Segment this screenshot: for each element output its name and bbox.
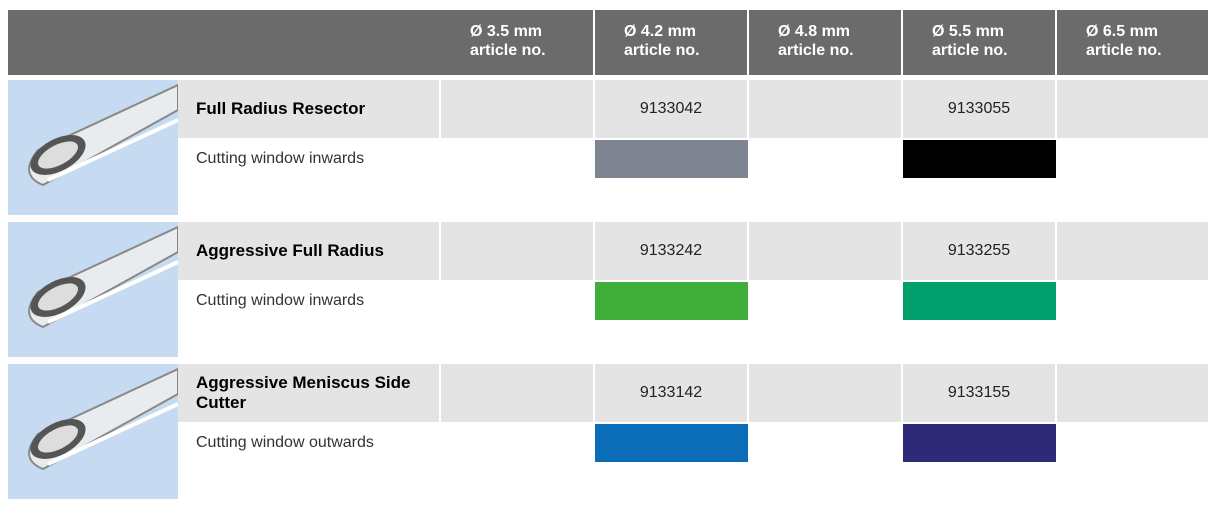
column-diameter: Ø 5.5 mm [932, 23, 1056, 41]
product-description: Cutting window outwards [196, 434, 436, 452]
column-label: article no. [778, 42, 902, 60]
color-swatch [595, 424, 748, 462]
product-image [8, 80, 178, 215]
column-divider [747, 10, 749, 75]
product-description: Cutting window inwards [196, 292, 436, 310]
article-number: 9133055 [902, 80, 1056, 138]
column-divider [439, 80, 441, 138]
column-divider [747, 222, 749, 280]
column-label: article no. [932, 42, 1056, 60]
product-name: Aggressive Meniscus Side Cutter [196, 364, 426, 422]
column-divider [439, 364, 441, 422]
product-image [8, 222, 178, 357]
column-diameter: Ø 4.8 mm [778, 23, 902, 41]
column-diameter: Ø 3.5 mm [470, 23, 594, 41]
product-image [8, 364, 178, 499]
color-swatch [903, 282, 1056, 320]
article-number: 9133142 [594, 364, 748, 422]
column-divider [1055, 10, 1057, 75]
product-table: Ø 3.5 mmarticle no.Ø 4.2 mmarticle no.Ø … [0, 0, 1208, 515]
article-number: 9133155 [902, 364, 1056, 422]
instrument-illustration [8, 222, 178, 357]
column-divider [1055, 80, 1057, 138]
column-diameter: Ø 6.5 mm [1086, 23, 1208, 41]
column-divider [747, 364, 749, 422]
column-label: article no. [624, 42, 748, 60]
article-number: 9133242 [594, 222, 748, 280]
instrument-illustration [8, 364, 178, 499]
article-number: 9133042 [594, 80, 748, 138]
color-swatch [595, 282, 748, 320]
color-swatch [903, 140, 1056, 178]
column-divider [1055, 364, 1057, 422]
column-diameter: Ø 4.2 mm [624, 23, 748, 41]
column-divider [593, 10, 595, 75]
color-swatch [595, 140, 748, 178]
color-swatch [903, 424, 1056, 462]
article-number: 9133255 [902, 222, 1056, 280]
product-name: Aggressive Full Radius [196, 222, 426, 280]
instrument-illustration [8, 80, 178, 215]
column-divider [439, 222, 441, 280]
column-label: article no. [1086, 42, 1208, 60]
column-divider [1055, 222, 1057, 280]
column-divider [901, 10, 903, 75]
column-label: article no. [470, 42, 594, 60]
product-name: Full Radius Resector [196, 80, 426, 138]
column-divider [747, 80, 749, 138]
product-description: Cutting window inwards [196, 150, 436, 168]
